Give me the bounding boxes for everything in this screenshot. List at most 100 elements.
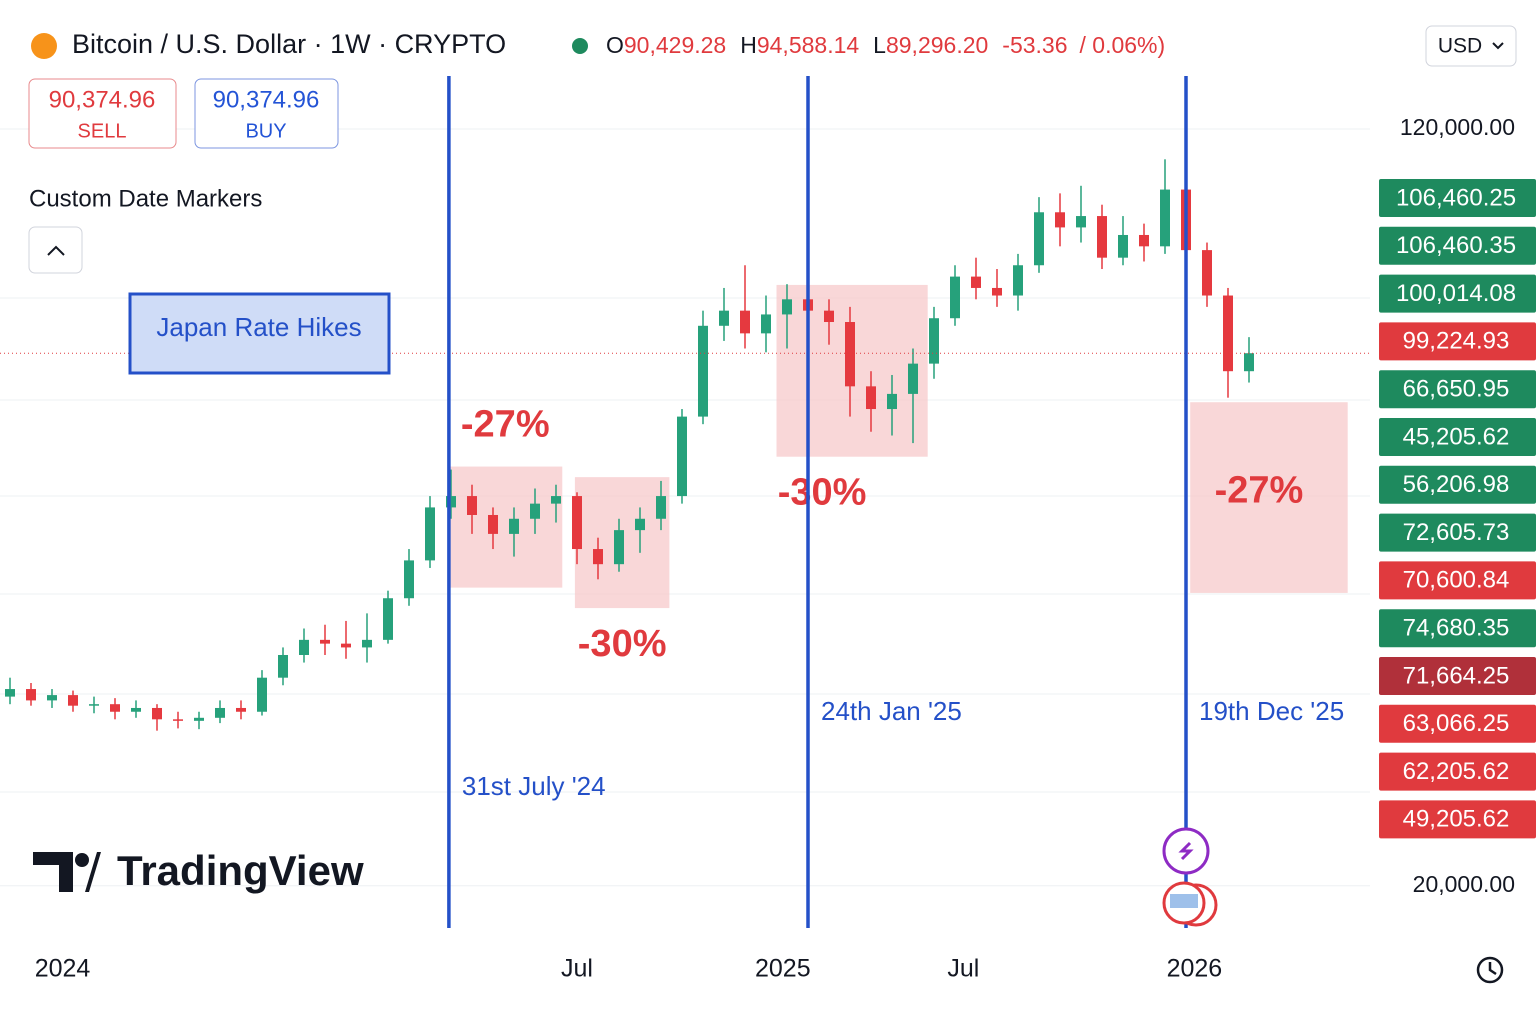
candle-body [1223, 295, 1233, 372]
candle-body [26, 689, 36, 701]
candle-body [1202, 250, 1212, 296]
price-label: 45,205.62 [1403, 423, 1510, 450]
candle-body [782, 299, 792, 315]
currency-caret[interactable] [1492, 42, 1504, 50]
candle-body [551, 496, 561, 504]
candle-body [1013, 265, 1023, 296]
candle-body [1118, 234, 1128, 258]
price-label: 49,205.62 [1403, 806, 1510, 833]
price-label: 72,605.73 [1403, 519, 1510, 546]
sell-price[interactable]: 90,374.96 [49, 86, 156, 113]
candle-body [383, 598, 393, 640]
logo-mark [33, 852, 73, 892]
price-label-box [1379, 800, 1536, 839]
symbol-title: Bitcoin / U.S. Dollar · 1W · CRYPTO [72, 29, 506, 59]
candle-body [488, 514, 498, 534]
candle-body [866, 386, 876, 410]
panel-title: Custom Date Markers [29, 185, 262, 212]
date-marker-label: 31st July '24 [462, 771, 606, 801]
candle-body [236, 707, 246, 712]
date-marker-label: 24th Jan '25 [821, 696, 962, 726]
price-label-box [1379, 465, 1536, 504]
event-icon-glyph[interactable] [1178, 841, 1194, 861]
event-icon-glyph[interactable] [1170, 894, 1198, 908]
candle-body [278, 654, 288, 678]
drawdown-label: -30% [778, 472, 867, 514]
price-label: 63,066.25 [1403, 710, 1510, 737]
candle-body [152, 707, 162, 720]
buy-label[interactable]: BUY [245, 120, 286, 142]
candle-body [719, 310, 729, 326]
candle-body [635, 518, 645, 531]
market-status [572, 38, 588, 54]
o-label: O [606, 32, 624, 58]
price-label-box [1379, 274, 1536, 313]
collapse-button[interactable] [28, 226, 83, 274]
candle-body [110, 704, 120, 712]
price-label-box [1379, 657, 1536, 695]
candle-body [89, 704, 99, 706]
candle-body [131, 707, 141, 712]
candle-body [341, 643, 351, 648]
y-tick-label: 20,000.00 [1413, 871, 1515, 897]
l-label: L [873, 32, 886, 58]
candle-body [173, 719, 183, 721]
candle-body [824, 310, 834, 323]
candle-body [908, 363, 918, 394]
candle-body [887, 393, 897, 410]
price-label: 106,460.25 [1396, 184, 1516, 211]
buy-price[interactable]: 90,374.96 [213, 86, 320, 113]
candle-body [992, 287, 1002, 296]
candle-body [446, 496, 456, 508]
drawdown-label: -27% [1215, 469, 1304, 511]
o-value: 90,429.28 [624, 32, 726, 58]
candle-body [530, 503, 540, 519]
price-label: 62,205.62 [1403, 758, 1510, 785]
currency-button[interactable] [1425, 25, 1517, 67]
x-tick-label: 2024 [35, 955, 91, 983]
collapse-icon[interactable] [47, 245, 65, 256]
candle-body [656, 496, 666, 519]
drawdown-box [448, 466, 563, 588]
candle-body [467, 496, 477, 515]
x-tick-label: 2026 [1167, 955, 1223, 983]
price-label: 66,650.95 [1403, 376, 1510, 403]
price-label-box [1379, 609, 1536, 648]
tradingview-logo: TradingView [33, 847, 364, 894]
y-tick-label: 120,000.00 [1400, 114, 1515, 140]
candle-body [47, 695, 57, 701]
currency-label[interactable]: USD [1438, 35, 1482, 58]
candle-body [1097, 216, 1107, 258]
candle-body [740, 310, 750, 334]
candle-body [614, 530, 624, 565]
candle-body [950, 276, 960, 319]
logo-dot [75, 853, 89, 867]
logo-mark [85, 852, 101, 892]
price-label-box [1379, 179, 1536, 217]
candle-body [845, 322, 855, 387]
sell-button[interactable] [28, 78, 177, 149]
clock-icon[interactable] [1476, 956, 1504, 984]
price-label-box [1379, 226, 1536, 265]
candle-body [299, 639, 309, 655]
candle-body [1055, 212, 1065, 228]
buy-button[interactable] [194, 78, 339, 149]
candle-body [593, 549, 603, 565]
candle-body [509, 518, 519, 534]
date-marker-label: 19th Dec '25 [1199, 696, 1344, 726]
ohlc-header: O90,429.28 H94,588.14 L89,296.20 -53.36 / 0.… [606, 32, 1165, 58]
candle-body [362, 639, 372, 648]
x-tick-label: 2025 [755, 955, 811, 983]
x-tick-label: Jul [947, 955, 979, 983]
candle-body [425, 507, 435, 561]
clock-hand[interactable] [1488, 962, 1497, 976]
brand: TradingView [117, 847, 364, 894]
candle-body [971, 276, 981, 288]
candle-body [257, 677, 267, 712]
change: -53.36 [1002, 32, 1067, 58]
sell-label[interactable]: SELL [78, 120, 127, 142]
price-label: 71,664.25 [1403, 662, 1510, 689]
price-label: 70,600.84 [1403, 567, 1510, 594]
coin-icon [31, 33, 57, 59]
